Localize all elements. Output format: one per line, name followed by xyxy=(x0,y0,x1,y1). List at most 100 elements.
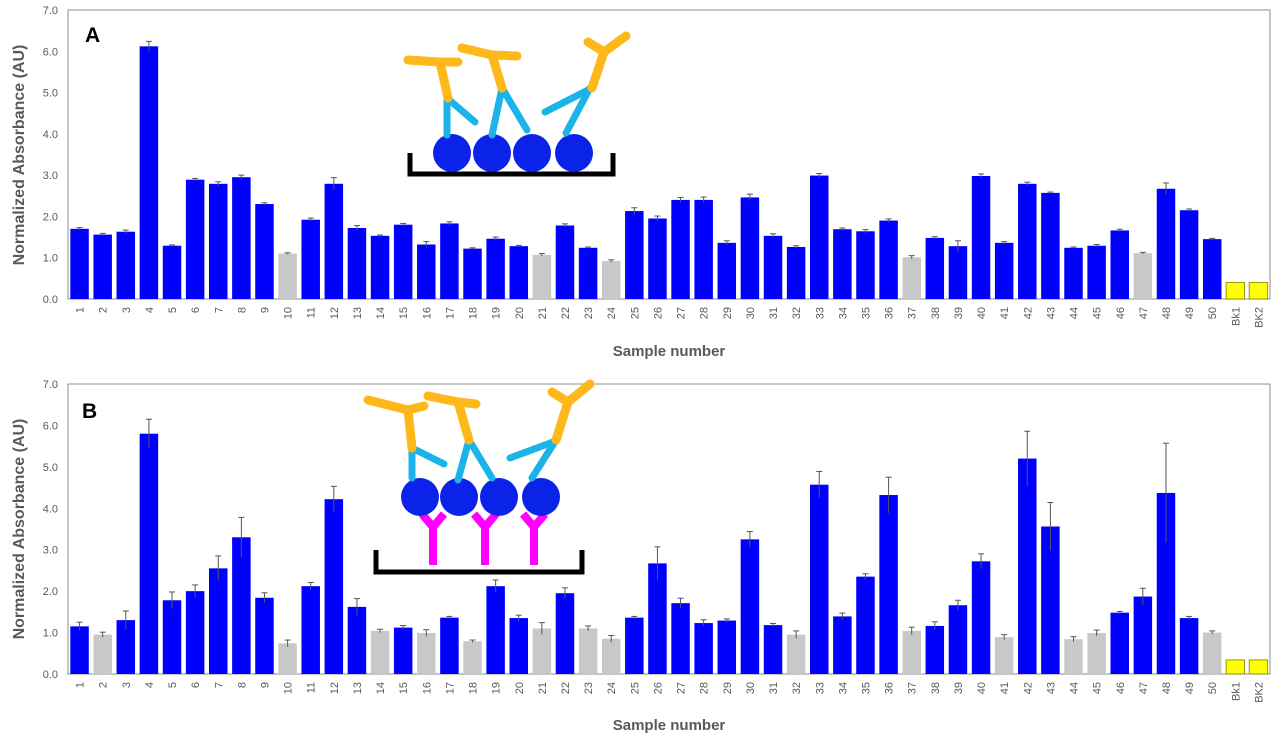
secondary-antibody xyxy=(403,405,417,453)
bar-sample-9 xyxy=(255,597,274,674)
bar-sample-4 xyxy=(139,46,159,300)
x-tick-label: 40 xyxy=(976,307,988,319)
bar-sample-43 xyxy=(1041,526,1060,674)
primary-antibody xyxy=(506,438,557,462)
bar-sample-28 xyxy=(694,623,713,674)
bar-sample-38 xyxy=(925,237,945,299)
x-tick-label: 45 xyxy=(1092,682,1104,694)
bar-sample-29 xyxy=(717,620,737,674)
secondary-antibody xyxy=(599,31,631,57)
bar-sample-24 xyxy=(601,261,621,299)
plate-well xyxy=(407,153,616,177)
x-tick-label: 44 xyxy=(1069,682,1081,694)
antigen-circle xyxy=(401,478,439,516)
bar-sample-10 xyxy=(278,253,297,299)
x-tick-label: 31 xyxy=(768,307,780,319)
x-tick-label: 1 xyxy=(75,307,87,313)
x-tick-label: 50 xyxy=(1207,682,1219,694)
panel-label: B xyxy=(82,400,97,423)
bar-sample-34 xyxy=(833,616,852,674)
bar-sample-9 xyxy=(255,204,274,299)
bar-sample-45 xyxy=(1087,245,1106,299)
bar-sample-41 xyxy=(994,637,1014,674)
x-tick-label: 8 xyxy=(236,307,248,313)
y-tick-label: 3.0 xyxy=(43,545,58,557)
x-tick-label: 14 xyxy=(375,307,387,319)
primary-antibody xyxy=(498,84,531,134)
x-tick-label: 22 xyxy=(560,682,572,694)
x-tick-label: 2 xyxy=(98,682,110,688)
bar-sample-30 xyxy=(740,197,760,299)
y-tick-label: 4.0 xyxy=(43,129,58,141)
x-tick-label: 10 xyxy=(283,307,295,319)
x-tick-label: 23 xyxy=(583,682,595,694)
bar-sample-27 xyxy=(671,603,690,674)
x-tick-label: 24 xyxy=(606,307,618,319)
bar-sample-28 xyxy=(694,199,713,299)
bar-sample-21 xyxy=(532,628,552,674)
bar-sample-40 xyxy=(971,561,991,674)
bar-sample-22 xyxy=(555,593,575,674)
x-tick-label: 17 xyxy=(444,307,456,319)
plot-frame xyxy=(67,9,1271,300)
antigen-circle xyxy=(440,478,478,516)
bar-sample-47 xyxy=(1133,596,1153,674)
capture-antibody xyxy=(418,511,448,531)
x-tick-label: 12 xyxy=(329,682,341,694)
bar-sample-Bk1 xyxy=(1225,659,1245,675)
x-tick-label: 35 xyxy=(860,307,872,319)
x-tick-label: 26 xyxy=(652,682,664,694)
bar-sample-32 xyxy=(786,634,806,674)
bar-sample-39 xyxy=(948,246,968,299)
x-tick-label: 49 xyxy=(1184,307,1196,319)
x-tick-label: 24 xyxy=(606,682,618,694)
bar-sample-50 xyxy=(1202,239,1222,299)
bar-sample-32 xyxy=(786,246,806,299)
x-tick-label: 15 xyxy=(398,682,410,694)
bar-sample-31 xyxy=(763,625,783,674)
bar-sample-45 xyxy=(1087,632,1106,674)
bar-sample-5 xyxy=(162,245,182,299)
bar-sample-15 xyxy=(393,224,413,299)
x-tick-label: 48 xyxy=(1161,307,1173,319)
bar-sample-26 xyxy=(648,218,667,299)
bar-sample-8 xyxy=(232,537,251,674)
bar-sample-39 xyxy=(948,605,968,674)
x-tick-label: 4 xyxy=(144,682,156,688)
x-tick-label: 41 xyxy=(999,682,1011,694)
bar-sample-41 xyxy=(994,242,1014,299)
x-tick-label: 13 xyxy=(352,307,364,319)
y-tick-label: 0.0 xyxy=(43,669,58,681)
x-tick-label: 30 xyxy=(745,682,757,694)
x-tick-label: 49 xyxy=(1184,682,1196,694)
x-tick-label: 12 xyxy=(329,307,341,319)
primary-antibody xyxy=(562,84,594,137)
bar-sample-48 xyxy=(1156,492,1176,674)
x-tick-label: 25 xyxy=(629,307,641,319)
x-tick-label: 19 xyxy=(491,307,503,319)
secondary-antibody xyxy=(403,55,445,67)
bar-sample-8 xyxy=(232,177,251,299)
y-tick-label: 1.0 xyxy=(43,628,58,640)
bar-sample-17 xyxy=(440,617,459,674)
secondary-antibody xyxy=(457,43,497,60)
secondary-antibody xyxy=(587,47,609,93)
bar-sample-38 xyxy=(925,625,945,674)
bar-sample-25 xyxy=(625,211,644,299)
secondary-antibody xyxy=(435,57,453,103)
x-tick-label: 18 xyxy=(468,307,480,319)
bar-sample-46 xyxy=(1110,230,1129,299)
x-tick-label: 11 xyxy=(306,682,318,693)
x-tick-label: 19 xyxy=(491,682,503,694)
bar-sample-4 xyxy=(139,433,159,674)
bar-sample-14 xyxy=(370,235,390,299)
y-tick-label: 7.0 xyxy=(43,5,58,17)
bar-sample-2 xyxy=(93,634,112,674)
x-tick-label: 14 xyxy=(375,682,387,694)
x-tick-label: 34 xyxy=(837,307,849,319)
y-axis-label: Normalized Absorbance (AU) xyxy=(11,45,28,266)
bar-sample-34 xyxy=(833,229,852,299)
bar-sample-3 xyxy=(116,620,136,674)
bar-sample-14 xyxy=(370,630,390,674)
y-axis-label: Normalized Absorbance (AU) xyxy=(11,419,28,640)
